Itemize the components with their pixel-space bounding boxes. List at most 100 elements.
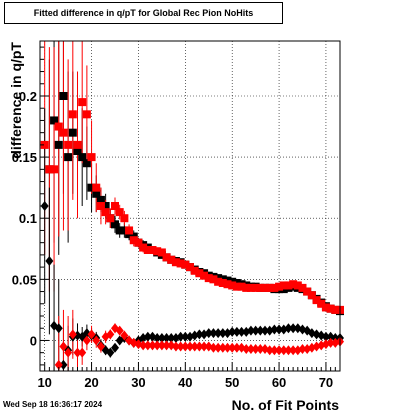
- data-point-diamond: [171, 341, 180, 352]
- data-point-diamond: [106, 347, 115, 358]
- data-point-diamond: [218, 342, 227, 353]
- data-point-square: [157, 248, 166, 257]
- data-point-diamond: [256, 344, 265, 354]
- data-point-diamond: [195, 341, 204, 352]
- x-tick-label: 10: [37, 375, 51, 390]
- data-point-square: [50, 165, 59, 174]
- data-point-diamond: [78, 347, 87, 358]
- data-point-diamond: [59, 341, 68, 352]
- grid-lines: [40, 41, 340, 371]
- data-point-diamond: [54, 323, 63, 334]
- data-point-diamond: [92, 335, 101, 346]
- data-point-diamond: [68, 329, 77, 340]
- data-point-diamond: [96, 341, 105, 352]
- data-point-diamond: [111, 342, 119, 353]
- data-point-diamond: [284, 345, 293, 356]
- data-point-diamond: [265, 345, 274, 356]
- data-point-diamond: [261, 325, 269, 336]
- data-point-diamond: [246, 344, 255, 354]
- data-point-diamond: [186, 341, 194, 352]
- data-point-square: [87, 153, 96, 162]
- plot-frame: [39, 40, 341, 372]
- data-point-diamond: [289, 345, 298, 356]
- data-point-square: [134, 238, 143, 247]
- data-point-diamond: [228, 326, 237, 337]
- data-point-square: [73, 140, 82, 149]
- data-point-diamond: [153, 340, 162, 351]
- data-point-square: [96, 195, 105, 204]
- data-point-square: [64, 153, 73, 162]
- x-tick-label: 50: [225, 375, 239, 390]
- data-point-square: [82, 110, 91, 119]
- data-point-diamond: [139, 340, 148, 351]
- data-point-diamond: [204, 328, 213, 339]
- data-point-diamond: [59, 359, 68, 370]
- data-point-diamond: [106, 329, 115, 340]
- data-point-square: [293, 281, 302, 290]
- data-point-square: [73, 147, 82, 155]
- data-point-diamond: [115, 325, 124, 336]
- data-point-square: [275, 282, 284, 291]
- data-point-square: [64, 140, 73, 149]
- data-point-square: [54, 140, 63, 149]
- data-point-diamond: [326, 337, 335, 348]
- data-point-square: [256, 283, 265, 292]
- data-point-diamond: [214, 328, 223, 339]
- data-point-square: [232, 282, 241, 291]
- data-point-square: [87, 183, 96, 192]
- y-tick-label: 0.2: [19, 89, 37, 104]
- data-point-square: [246, 283, 255, 292]
- data-point-square: [251, 283, 260, 292]
- data-point-diamond: [223, 342, 232, 353]
- data-point-square: [68, 110, 77, 119]
- data-point-diamond: [162, 340, 171, 351]
- data-point-diamond: [284, 323, 293, 334]
- data-point-square: [125, 226, 134, 235]
- data-point-square: [78, 98, 87, 107]
- chart-title-box: Fitted difference in q/pT for Global Rec…: [4, 2, 283, 24]
- x-tick-label: 60: [272, 375, 286, 390]
- data-point-diamond: [120, 330, 129, 341]
- data-point-diamond: [54, 359, 63, 370]
- data-point-square: [96, 202, 105, 210]
- error-bars: [44, 41, 341, 371]
- axis-ticks: [39, 46, 341, 371]
- data-point-diamond: [176, 341, 185, 352]
- data-point-square: [59, 128, 68, 137]
- data-point-diamond: [143, 340, 152, 351]
- data-point-square: [129, 236, 138, 245]
- data-point-square: [279, 281, 288, 290]
- y-axis-label: difference in q/pT: [8, 42, 24, 159]
- data-point-diamond: [270, 345, 279, 356]
- data-point-square: [115, 226, 124, 235]
- data-point-square: [54, 122, 63, 131]
- data-point-square: [265, 283, 274, 292]
- data-point-square: [162, 253, 171, 262]
- data-point-square: [181, 260, 190, 269]
- data-point-diamond: [228, 342, 237, 353]
- data-point-diamond: [251, 325, 260, 336]
- data-point-diamond: [176, 331, 185, 342]
- data-point-square: [59, 92, 68, 100]
- data-point-square: [190, 266, 199, 275]
- data-point-square: [228, 281, 237, 290]
- data-point-diamond: [162, 333, 171, 343]
- data-point-square: [82, 159, 91, 168]
- data-point-square: [303, 287, 312, 296]
- data-point-square: [106, 214, 115, 223]
- data-point-diamond: [181, 331, 190, 342]
- data-point-square: [261, 283, 269, 292]
- data-point-square: [270, 283, 279, 292]
- data-point-square: [289, 280, 298, 289]
- data-point-square: [40, 140, 49, 149]
- data-point-square: [50, 116, 59, 125]
- data-point-square: [171, 258, 180, 267]
- data-point-square: [284, 281, 293, 290]
- data-point-square: [331, 305, 340, 314]
- data-point-square: [92, 189, 101, 198]
- x-tick-label: 30: [131, 375, 145, 390]
- x-tick-label: 40: [178, 375, 192, 390]
- data-point-square: [242, 283, 251, 292]
- data-point-square: [176, 259, 185, 268]
- data-point-diamond: [256, 325, 265, 336]
